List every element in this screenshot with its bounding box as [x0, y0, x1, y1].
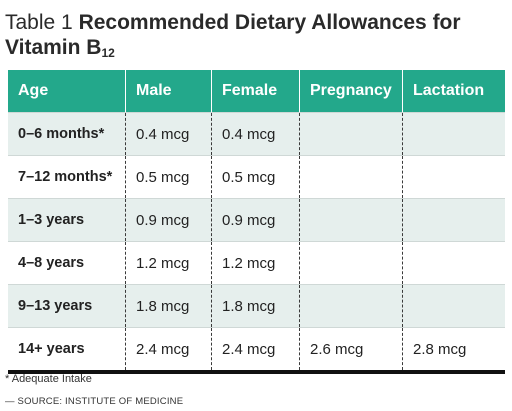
cell-male: 0.5 mcg — [126, 156, 212, 198]
header-male: Male — [126, 70, 212, 112]
table-header-row: Age Male Female Pregnancy Lactation — [8, 70, 505, 112]
table-title: Table 1 Recommended Dietary Allowances f… — [5, 10, 505, 66]
cell-pregnancy — [300, 156, 403, 198]
cell-age: 7–12 months* — [8, 156, 126, 198]
cell-age: 0–6 months* — [8, 113, 126, 155]
cell-lactation — [403, 156, 505, 198]
table-heading-subscript: 12 — [101, 46, 115, 60]
rda-table: Age Male Female Pregnancy Lactation 0–6 … — [8, 70, 505, 374]
cell-lactation — [403, 199, 505, 241]
cell-female: 1.8 mcg — [212, 285, 300, 327]
cell-male: 1.8 mcg — [126, 285, 212, 327]
cell-female: 0.5 mcg — [212, 156, 300, 198]
cell-male: 2.4 mcg — [126, 328, 212, 370]
cell-pregnancy — [300, 242, 403, 284]
cell-age: 4–8 years — [8, 242, 126, 284]
table-body: 0–6 months* 0.4 mcg 0.4 mcg 7–12 months*… — [8, 112, 505, 374]
cell-lactation — [403, 113, 505, 155]
table-row: 1–3 years 0.9 mcg 0.9 mcg — [8, 198, 505, 241]
table-row: 14+ years 2.4 mcg 2.4 mcg 2.6 mcg 2.8 mc… — [8, 327, 505, 370]
cell-age: 14+ years — [8, 328, 126, 370]
table-number: Table 1 — [5, 11, 73, 34]
cell-male: 0.9 mcg — [126, 199, 212, 241]
cell-pregnancy — [300, 285, 403, 327]
table-heading: Recommended Dietary Allowances for Vitam… — [5, 11, 461, 59]
cell-lactation — [403, 242, 505, 284]
header-age: Age — [8, 70, 126, 112]
cell-age: 9–13 years — [8, 285, 126, 327]
header-lactation: Lactation — [413, 82, 485, 99]
cell-pregnancy — [300, 199, 403, 241]
source-credit: — SOURCE: INSTITUTE OF MEDICINE — [5, 396, 184, 407]
footnote: * Adequate Intake — [5, 373, 92, 385]
cell-male: 0.4 mcg — [126, 113, 212, 155]
cell-pregnancy: 2.6 mcg — [300, 328, 403, 370]
cell-female: 0.4 mcg — [212, 113, 300, 155]
cell-lactation — [403, 285, 505, 327]
cell-lactation: 2.8 mcg — [413, 340, 467, 358]
header-pregnancy: Pregnancy — [300, 70, 403, 112]
cell-female: 2.4 mcg — [212, 328, 300, 370]
cell-age: 1–3 years — [8, 199, 126, 241]
cell-male: 1.2 mcg — [126, 242, 212, 284]
cell-female: 0.9 mcg — [212, 199, 300, 241]
table-row: 4–8 years 1.2 mcg 1.2 mcg — [8, 241, 505, 284]
table-row: 0–6 months* 0.4 mcg 0.4 mcg — [8, 112, 505, 155]
cell-pregnancy — [300, 113, 403, 155]
cell-female: 1.2 mcg — [212, 242, 300, 284]
header-female: Female — [212, 70, 300, 112]
table-row: 7–12 months* 0.5 mcg 0.5 mcg — [8, 155, 505, 198]
table-row: 9–13 years 1.8 mcg 1.8 mcg — [8, 284, 505, 327]
